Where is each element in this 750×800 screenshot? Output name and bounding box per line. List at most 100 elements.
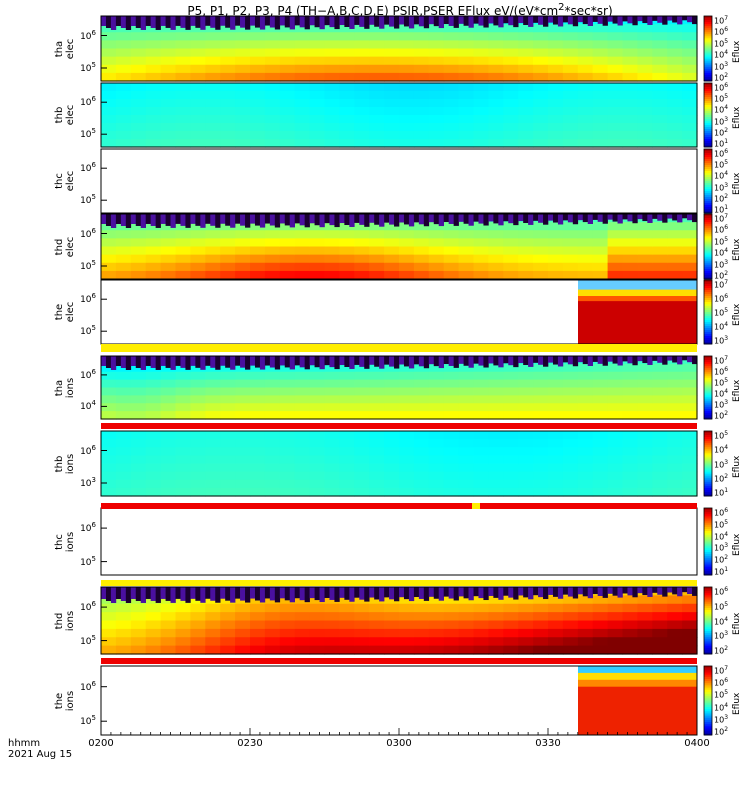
- spectrogram-cell: [384, 612, 400, 622]
- low-count-stripe: [374, 214, 380, 225]
- spectrogram-cell: [577, 131, 594, 140]
- colorbar-cell: [704, 453, 712, 456]
- spectrogram-cell: [428, 24, 445, 33]
- low-count-stripe: [548, 214, 554, 221]
- spectrogram-cell: [607, 270, 624, 280]
- low-count-stripe: [433, 587, 440, 599]
- spectrogram-cell: [354, 628, 370, 638]
- spectrogram-cell: [399, 603, 415, 613]
- spectrogram-cell: [250, 447, 266, 456]
- spectrogram-cell: [503, 455, 519, 465]
- spectrogram-cell: [339, 620, 355, 630]
- colorbar-cell: [704, 296, 712, 299]
- spectrogram-cell: [458, 32, 475, 41]
- colorbar-cell: [704, 570, 712, 574]
- spectrogram-cell: [577, 455, 594, 465]
- spectrogram-cell: [354, 230, 370, 239]
- spectrogram-cell: [443, 431, 460, 440]
- spectrogram-cell: [682, 637, 698, 647]
- low-count-stripe: [155, 214, 161, 228]
- spectrogram-cell: [101, 64, 117, 74]
- colorbar-cell: [704, 214, 712, 217]
- spectrogram-cell: [637, 455, 653, 465]
- low-count-stripe: [180, 587, 186, 601]
- colorbar-cell: [704, 549, 712, 553]
- spectrogram-cell: [443, 123, 460, 132]
- spectrogram-cell: [399, 64, 415, 74]
- spectrogram-cell: [354, 603, 370, 613]
- colorbar-tick-label: 101: [714, 487, 729, 498]
- spectrogram-cell: [667, 371, 683, 381]
- spectrogram-cell: [473, 603, 489, 613]
- title-text-end: *sec*sr): [564, 4, 613, 18]
- quality-flag-bar: [101, 423, 697, 429]
- low-count-stripe: [453, 16, 459, 28]
- spectrogram-cell: [190, 64, 206, 74]
- colorbar-cell: [704, 222, 712, 225]
- spectrogram-cell: [607, 56, 624, 66]
- spectrogram-cell: [309, 455, 326, 465]
- spectrogram-cell: [592, 99, 609, 108]
- colorbar-cell: [704, 465, 712, 469]
- spectrogram-cell: [235, 238, 251, 248]
- spectrogram-cell: [115, 487, 132, 497]
- spectrogram-cell: [413, 620, 430, 630]
- spectrogram-cell: [503, 230, 519, 239]
- low-count-stripe: [433, 214, 440, 225]
- colorbar-frame: [703, 355, 713, 420]
- low-count-stripe: [607, 16, 613, 22]
- panel-ylabel: thd ions: [54, 581, 76, 661]
- spectrogram-cell: [220, 487, 236, 497]
- spectrogram-cell: [518, 270, 534, 280]
- spectrogram-cell: [592, 32, 609, 41]
- spectrogram-cell: [622, 222, 638, 231]
- spectrogram-cell: [190, 222, 206, 231]
- low-count-stripe: [493, 587, 499, 598]
- low-count-stripe: [508, 16, 514, 26]
- low-count-stripe: [572, 356, 579, 367]
- colorbar-cell: [704, 477, 712, 481]
- spectrogram-cell: [250, 471, 266, 481]
- spectrogram-cell: [384, 595, 400, 605]
- spectrogram-cell: [533, 471, 549, 481]
- spectrogram-cell: [145, 403, 162, 412]
- spectrogram-cell: [190, 123, 206, 132]
- spectrogram-cell: [577, 371, 594, 381]
- low-count-stripe: [309, 356, 315, 366]
- low-count-stripe: [572, 587, 579, 599]
- low-count-stripe: [220, 587, 226, 599]
- spectrogram-cell: [473, 64, 489, 74]
- spectrogram-cell: [250, 131, 266, 140]
- colorbar-cell: [704, 153, 712, 156]
- colorbar-cell: [704, 322, 712, 325]
- colorbar-cell: [704, 272, 712, 276]
- panel-frame: [100, 430, 698, 497]
- low-count-stripe: [225, 587, 231, 601]
- low-count-stripe: [101, 214, 107, 224]
- spectrogram-cell: [503, 238, 519, 248]
- spectrogram-cell: [533, 620, 549, 630]
- spectrogram-cell: [503, 403, 519, 412]
- spectrogram-cell: [339, 107, 355, 116]
- spectrogram-cell: [518, 371, 534, 381]
- spectrogram-cell: [622, 230, 638, 239]
- spectrogram-cell: [369, 379, 385, 389]
- spectrogram-cell: [190, 620, 206, 630]
- spectrogram-cell: [250, 83, 266, 92]
- spectrogram-cell: [562, 595, 579, 605]
- spectrogram-cell: [294, 48, 311, 58]
- spectrogram-cell: [339, 411, 355, 420]
- spectrogram-cell: [130, 222, 147, 231]
- colorbar-cell: [704, 706, 712, 710]
- spectrogram-cell: [205, 72, 221, 82]
- colorbar-cell: [704, 403, 712, 406]
- spectrogram-cell: [682, 371, 698, 381]
- spectrogram-cell: [562, 447, 579, 456]
- colorbar-cell: [704, 387, 712, 390]
- colorbar-tick-label: 101: [714, 138, 729, 149]
- spectrogram-cell: [205, 439, 221, 448]
- spectrogram-cell: [652, 612, 668, 622]
- colorbar-cell: [704, 365, 712, 369]
- spectrogram-cell: [682, 222, 698, 231]
- spectrogram-cell: [160, 363, 177, 373]
